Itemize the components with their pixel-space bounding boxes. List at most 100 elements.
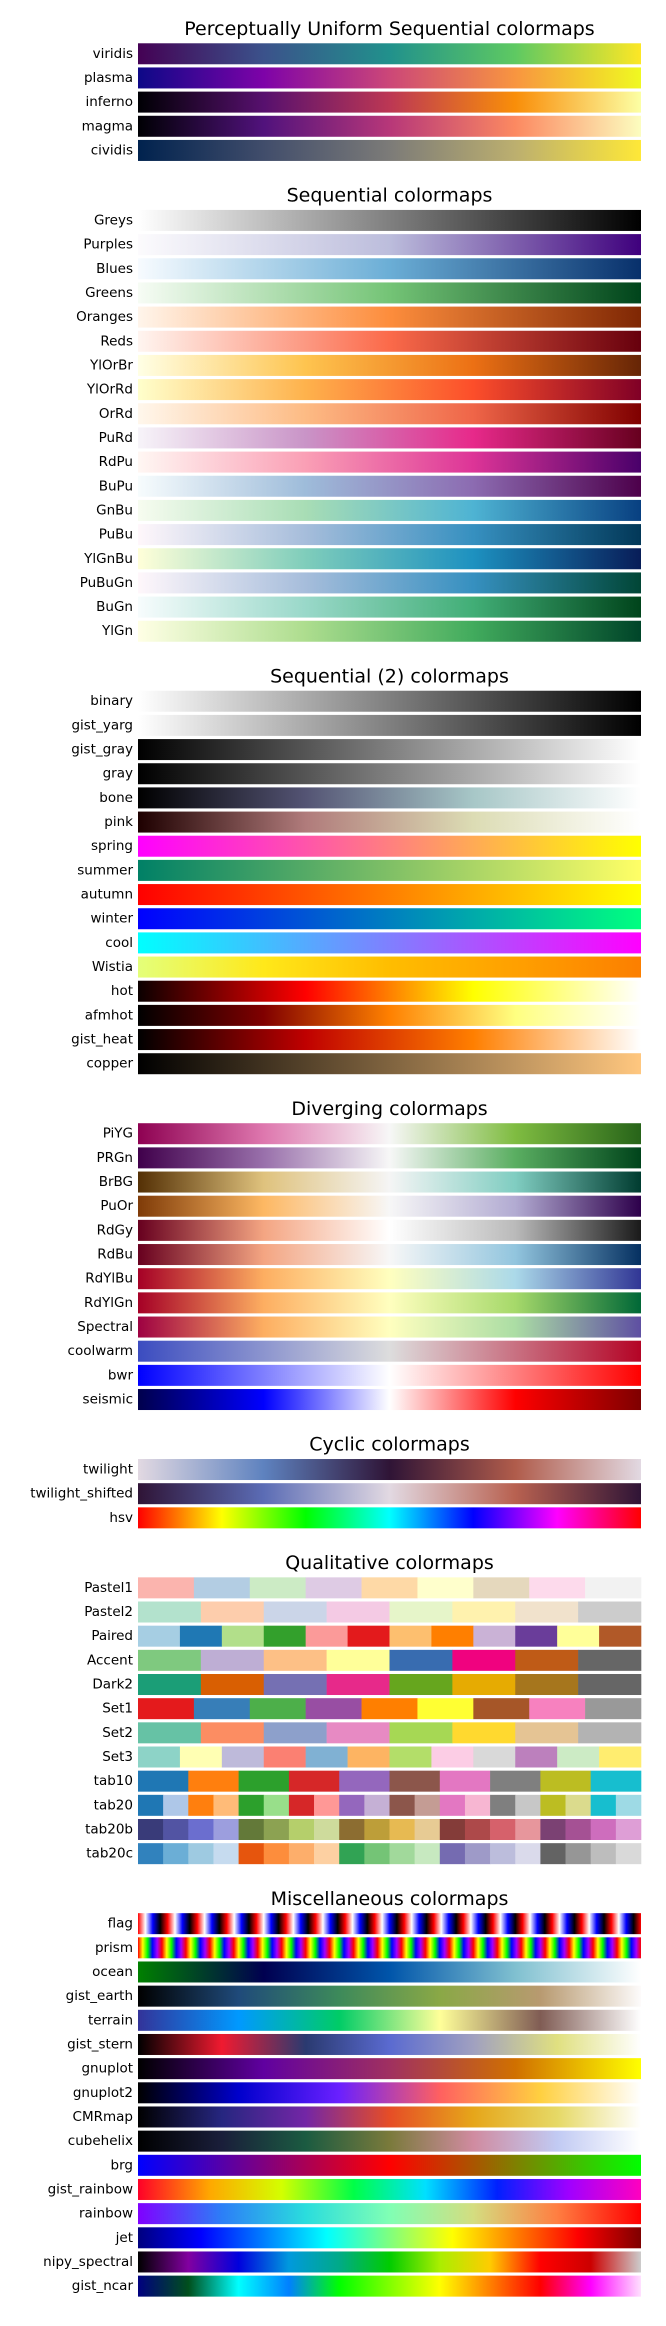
color-swatch xyxy=(200,1722,265,1744)
color-swatch xyxy=(515,1722,579,1744)
color-swatch xyxy=(138,1818,164,1840)
colormap-name: coolwarm xyxy=(68,1343,133,1359)
colormap-bar xyxy=(138,1053,641,1075)
color-swatch xyxy=(515,1625,558,1647)
colormap-bar xyxy=(138,2154,641,2176)
color-swatch xyxy=(138,1649,202,1671)
colormap-bar xyxy=(138,451,641,473)
colormap-name: gist_heat xyxy=(71,1032,133,1048)
colormap-name: Reds xyxy=(100,333,133,349)
color-swatch xyxy=(452,1601,516,1623)
color-swatch xyxy=(347,1746,390,1768)
color-swatch xyxy=(364,1843,390,1865)
color-swatch xyxy=(439,1770,491,1792)
section-title: Qualitative colormaps xyxy=(285,1552,494,1574)
colormap-bar xyxy=(138,1029,641,1051)
colormap-name: winter xyxy=(91,911,134,927)
color-swatch xyxy=(615,1843,642,1865)
colormap-name: viridis xyxy=(93,46,133,62)
colormap-bar xyxy=(138,2178,641,2200)
colormap-name: Greys xyxy=(94,212,133,228)
colormap-name: BuGn xyxy=(96,599,133,615)
colormap-bar xyxy=(138,572,641,594)
colormap-name: gist_ncar xyxy=(72,2278,134,2294)
color-swatch xyxy=(389,1818,415,1840)
colormap-bar xyxy=(138,884,641,906)
colormap-bar xyxy=(138,67,641,89)
colormap-bar xyxy=(138,234,641,256)
colormap-bar xyxy=(138,1389,641,1411)
color-swatch xyxy=(138,1601,202,1623)
color-swatch xyxy=(464,1818,491,1840)
colormap-name: copper xyxy=(86,1056,133,1072)
color-swatch xyxy=(389,1601,453,1623)
color-swatch xyxy=(361,1577,418,1599)
color-swatch xyxy=(305,1746,348,1768)
colormap-name: prism xyxy=(95,1940,133,1956)
color-swatch xyxy=(138,1794,164,1816)
colormap-bar xyxy=(138,2251,641,2273)
color-swatch xyxy=(193,1698,251,1720)
color-swatch xyxy=(590,1818,617,1840)
colormap-bar xyxy=(138,956,641,978)
colormap-name: gist_rainbow xyxy=(48,2181,133,2197)
colormap-name: tab20b xyxy=(85,1821,133,1837)
colormap-name: cubehelix xyxy=(68,2133,133,2149)
color-swatch xyxy=(314,1843,340,1865)
color-swatch xyxy=(213,1818,239,1840)
colormap-bar xyxy=(138,1985,641,2007)
color-swatch xyxy=(238,1770,290,1792)
section-title: Miscellaneous colormaps xyxy=(271,1888,509,1910)
color-swatch xyxy=(389,1722,453,1744)
colormap-name: inferno xyxy=(86,94,134,110)
color-swatch xyxy=(565,1843,591,1865)
color-swatch xyxy=(364,1794,390,1816)
colormap-bar xyxy=(138,282,641,304)
color-swatch xyxy=(314,1818,340,1840)
colormap-name: RdPu xyxy=(99,454,133,470)
colormap-name: YlGn xyxy=(101,623,133,639)
color-swatch xyxy=(138,1746,181,1768)
colormap-name: jet xyxy=(115,2230,133,2246)
color-swatch xyxy=(389,1770,441,1792)
colormap-name: hsv xyxy=(109,1510,133,1526)
colormap-bar xyxy=(138,548,641,570)
colormap-name: PuOr xyxy=(100,1198,133,1214)
colormap-bar xyxy=(138,499,641,521)
color-swatch xyxy=(414,1794,441,1816)
color-swatch xyxy=(529,1698,586,1720)
colormap-bar xyxy=(138,811,641,833)
colormap-bar xyxy=(138,379,641,401)
color-swatch xyxy=(263,1601,327,1623)
color-swatch xyxy=(490,1770,541,1792)
colormap-name: PuBu xyxy=(99,527,133,543)
colormap-bar xyxy=(138,1340,641,1362)
color-swatch xyxy=(221,1746,265,1768)
color-swatch xyxy=(590,1770,642,1792)
colormap-name: YlOrRd xyxy=(86,382,133,398)
color-swatch xyxy=(389,1649,453,1671)
colormap-name: YlGnBu xyxy=(83,551,133,567)
colormap-name: gray xyxy=(103,766,133,782)
colormap-name: Set1 xyxy=(102,1701,133,1717)
colormap-bar xyxy=(138,1171,641,1193)
colormap-bar xyxy=(138,403,641,425)
colormap-bar xyxy=(138,2033,641,2055)
colormap-bar xyxy=(138,763,641,785)
colormap-bar xyxy=(138,1913,641,1935)
colormap-name: Greens xyxy=(85,285,133,301)
colormap-bar xyxy=(138,2009,641,2031)
colormap-name: hot xyxy=(111,983,133,999)
color-swatch xyxy=(138,1674,202,1696)
color-swatch xyxy=(540,1770,591,1792)
color-swatch xyxy=(200,1674,265,1696)
color-swatch xyxy=(249,1698,306,1720)
colormap-name: gist_gray xyxy=(71,742,133,758)
colormap-name: cividis xyxy=(91,142,133,158)
color-swatch xyxy=(305,1698,362,1720)
colormap-bar xyxy=(138,1316,641,1338)
colormap-bar xyxy=(138,306,641,328)
colormap-bar xyxy=(138,859,641,881)
